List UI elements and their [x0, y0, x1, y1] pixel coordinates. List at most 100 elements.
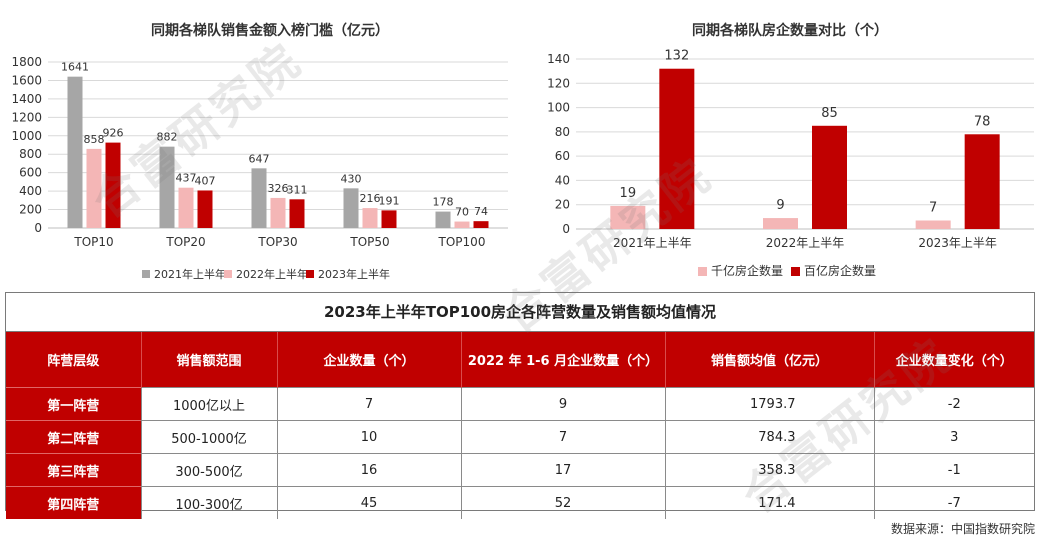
bar: [67, 76, 83, 228]
y-tick-label: 80: [555, 125, 570, 139]
legend-label: 千亿房企数量: [711, 263, 783, 278]
data-label: 9: [776, 198, 784, 213]
legend-label: 2022年上半年: [236, 267, 308, 281]
data-label: 430: [341, 172, 362, 185]
y-tick-label: 0: [34, 221, 42, 235]
sales-range-cell: 1000亿以上: [141, 387, 278, 421]
bar: [659, 68, 695, 229]
x-tick-label: 2023年上半年: [918, 236, 997, 250]
sales-range-cell: 300-500亿: [141, 453, 278, 487]
bar: [964, 134, 1000, 229]
prev-count-cell: 7: [461, 420, 666, 454]
bar: [197, 190, 213, 228]
data-label: 437: [176, 172, 197, 185]
bar: [343, 188, 359, 228]
y-tick-label: 60: [555, 149, 570, 163]
data-label: 882: [157, 131, 178, 144]
sales-range-cell: 500-1000亿: [141, 420, 278, 454]
y-tick-label: 40: [555, 173, 570, 187]
x-tick-label: 2021年上半年: [613, 236, 692, 250]
data-label: 926: [103, 127, 124, 140]
legend-swatch: [306, 270, 314, 278]
bar: [251, 168, 267, 228]
table-title: 2023年上半年TOP100房企各阵营数量及销售额均值情况: [6, 293, 1034, 332]
bar: [381, 210, 397, 228]
legend-label: 百亿房企数量: [804, 263, 876, 278]
count-change-cell: -7: [874, 486, 1034, 519]
data-label: 647: [249, 152, 270, 165]
camp-table-panel: 2023年上半年TOP100房企各阵营数量及销售额均值情况 阵营层级 销售额范围…: [5, 292, 1035, 519]
y-tick-label: 20: [555, 198, 570, 212]
data-label: 85: [821, 106, 838, 121]
chart-title: 同期各梯队销售金额入榜门槛（亿元）: [151, 22, 389, 39]
legend-swatch: [142, 270, 150, 278]
company-count-bar-chart: 同期各梯队房企数量对比（个） 0 20 40 60 80 100 120 140 2021年上半年…: [547, 22, 1034, 278]
y-tick-label: 120: [547, 76, 570, 90]
y-tick-label: 1200: [11, 110, 42, 124]
data-label: 132: [664, 49, 689, 64]
data-label: 311: [287, 183, 308, 196]
bar: [178, 187, 194, 228]
header-tier: 阵营层级: [6, 332, 142, 388]
count-change-cell: -1: [874, 453, 1034, 487]
data-label: 326: [268, 182, 289, 195]
y-tick-label: 0: [562, 222, 570, 236]
y-tick-label: 100: [547, 101, 570, 115]
data-label: 178: [433, 196, 454, 209]
data-label: 19: [620, 186, 637, 201]
bar: [159, 146, 175, 228]
bar: [454, 221, 470, 228]
data-label: 858: [84, 133, 105, 146]
legend-swatch: [224, 270, 232, 278]
prev-count-cell: 9: [461, 387, 666, 421]
y-tick-label: 400: [19, 184, 42, 198]
bar: [86, 148, 102, 228]
company-count-cell: 16: [277, 453, 462, 487]
header-avg-sales: 销售额均值（亿元）: [665, 332, 875, 388]
tier-cell: 第三阵营: [6, 453, 142, 487]
header-company-count: 企业数量（个）: [277, 332, 462, 388]
y-tick-label: 1800: [11, 55, 42, 69]
x-tick-label: TOP50: [349, 235, 389, 249]
prev-count-cell: 52: [461, 486, 666, 519]
x-tick-label: TOP100: [438, 235, 486, 249]
y-tick-label: 1600: [11, 73, 42, 87]
bar: [270, 197, 286, 228]
table-row: 第二阵营 500-1000亿 10 7 784.3 3: [6, 420, 1034, 454]
count-change-cell: -2: [874, 387, 1034, 421]
y-tick-label: 1000: [11, 129, 42, 143]
legend-label: 2021年上半年: [154, 267, 226, 281]
legend-label: 2023年上半年: [318, 267, 390, 281]
tier-cell: 第一阵营: [6, 387, 142, 421]
header-sales-range: 销售额范围: [141, 332, 278, 388]
avg-sales-cell: 784.3: [665, 420, 875, 454]
data-label: 216: [360, 192, 381, 205]
chart-title: 同期各梯队房企数量对比（个）: [692, 22, 888, 39]
bar: [435, 211, 451, 228]
data-label: 7: [929, 201, 937, 216]
company-count-cell: 10: [277, 420, 462, 454]
bar: [289, 199, 305, 228]
x-tick-label: 2022年上半年: [766, 236, 845, 250]
y-tick-label: 600: [19, 166, 42, 180]
count-change-cell: 3: [874, 420, 1034, 454]
bar: [763, 218, 798, 229]
threshold-bar-chart: 同期各梯队销售金额入榜门槛（亿元） 0 200 400 600 800 1000 1200 14…: [11, 22, 508, 281]
tier-cell: 第四阵营: [6, 486, 142, 519]
y-tick-label: 1400: [11, 92, 42, 106]
tier-cell: 第二阵营: [6, 420, 142, 454]
company-count-cell: 7: [277, 387, 462, 421]
y-tick-label: 200: [19, 203, 42, 217]
company-count-cell: 45: [277, 486, 462, 519]
avg-sales-cell: 171.4: [665, 486, 875, 519]
y-tick-label: 800: [19, 147, 42, 161]
data-label: 78: [974, 114, 991, 129]
x-tick-label: TOP20: [165, 235, 205, 249]
data-label: 1641: [61, 61, 89, 74]
y-tick-label: 140: [547, 52, 570, 66]
header-count-change: 企业数量变化（个）: [874, 332, 1034, 388]
bar: [473, 221, 489, 228]
data-label: 407: [195, 174, 216, 187]
data-label: 70: [455, 206, 469, 219]
data-label: 74: [474, 205, 488, 218]
